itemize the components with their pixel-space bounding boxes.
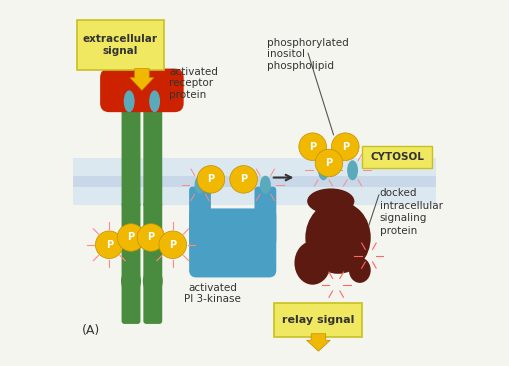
FancyBboxPatch shape [254, 187, 276, 245]
Ellipse shape [149, 90, 160, 112]
FancyBboxPatch shape [189, 208, 276, 277]
Ellipse shape [121, 268, 141, 294]
Bar [73, 176, 436, 190]
Circle shape [230, 165, 258, 193]
Circle shape [331, 133, 359, 160]
Circle shape [117, 224, 145, 251]
Text: (A): (A) [82, 324, 100, 337]
Ellipse shape [305, 201, 371, 274]
Ellipse shape [347, 160, 358, 180]
Text: P: P [127, 232, 134, 243]
Text: P: P [148, 232, 155, 243]
FancyBboxPatch shape [122, 202, 140, 324]
Text: P: P [325, 158, 332, 168]
Text: P: P [169, 240, 176, 250]
FancyBboxPatch shape [274, 303, 362, 337]
Text: P: P [106, 240, 113, 250]
Text: P: P [309, 142, 316, 152]
Ellipse shape [143, 268, 163, 294]
Circle shape [95, 231, 123, 258]
Text: extracellular
signal: extracellular signal [82, 34, 158, 56]
FancyArrow shape [130, 68, 154, 90]
FancyBboxPatch shape [100, 68, 184, 112]
FancyBboxPatch shape [76, 19, 164, 70]
Text: activated
PI 3-kinase: activated PI 3-kinase [184, 283, 241, 305]
Ellipse shape [260, 176, 271, 194]
Circle shape [159, 231, 187, 258]
Text: P: P [240, 174, 247, 184]
Text: docked
intracellular
signaling
protein: docked intracellular signaling protein [380, 188, 443, 236]
Circle shape [299, 133, 326, 160]
FancyBboxPatch shape [144, 86, 162, 208]
Text: relay signal: relay signal [282, 315, 355, 325]
Text: CYTOSOL: CYTOSOL [370, 152, 424, 162]
Text: phosphorylated
inositol
phospholipid: phosphorylated inositol phospholipid [267, 38, 349, 71]
Ellipse shape [124, 90, 135, 112]
Circle shape [315, 149, 343, 177]
FancyBboxPatch shape [144, 202, 162, 324]
Ellipse shape [294, 241, 331, 285]
Bar [73, 158, 436, 176]
Circle shape [197, 165, 224, 193]
Ellipse shape [349, 257, 371, 283]
Text: P: P [342, 142, 349, 152]
Text: P: P [207, 174, 214, 184]
FancyArrow shape [306, 334, 330, 351]
Ellipse shape [318, 160, 329, 180]
Text: activated
receptor
protein: activated receptor protein [169, 67, 218, 100]
Ellipse shape [194, 176, 206, 194]
FancyBboxPatch shape [122, 86, 140, 208]
FancyBboxPatch shape [189, 187, 211, 245]
Bar [73, 187, 436, 205]
FancyBboxPatch shape [362, 146, 433, 168]
Ellipse shape [307, 188, 354, 214]
Circle shape [137, 224, 165, 251]
